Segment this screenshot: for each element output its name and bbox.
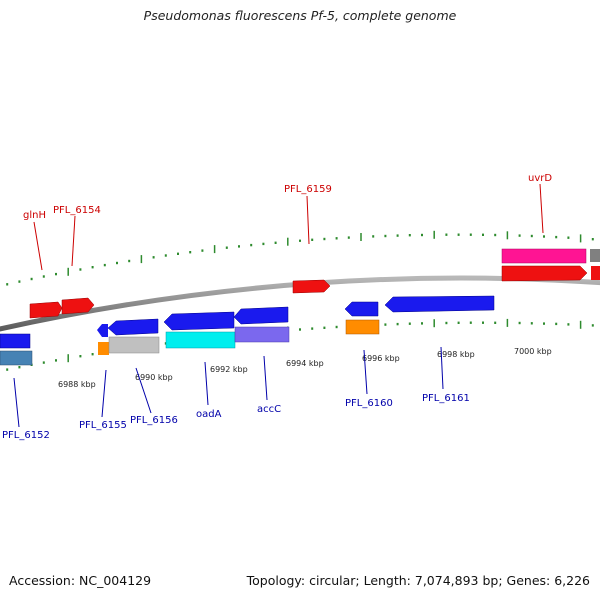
gene-PFL_6155[interactable] bbox=[107, 318, 159, 336]
gene-silver[interactable] bbox=[108, 336, 160, 354]
gene-PFL_6159[interactable] bbox=[292, 279, 331, 294]
label-PFL_6155[interactable]: PFL_6155 bbox=[79, 420, 127, 431]
label-PFL_6159[interactable]: PFL_6159 bbox=[284, 184, 332, 195]
leader-uvrD bbox=[539, 183, 544, 234]
gene-PFL_6161[interactable] bbox=[384, 295, 495, 313]
leader-PFL_6159 bbox=[306, 195, 310, 245]
gene-forward-red-1[interactable] bbox=[501, 265, 588, 282]
axis-label-6998: 6998 kbp bbox=[437, 350, 475, 359]
reverse-strand-features bbox=[0, 295, 495, 366]
axis-label-6988: 6988 kbp bbox=[58, 380, 96, 389]
leader-PFL_6160 bbox=[363, 349, 368, 395]
label-PFL_6156[interactable]: PFL_6156 bbox=[130, 415, 178, 426]
gene-orange-1[interactable] bbox=[98, 342, 109, 355]
forward-tick-row bbox=[6, 230, 594, 286]
axis-label-6990: 6990 kbp bbox=[135, 373, 173, 382]
gene-small-reverse[interactable] bbox=[97, 324, 108, 337]
gene-PFL_6152[interactable] bbox=[0, 333, 31, 349]
gene-orange-2[interactable] bbox=[345, 319, 380, 335]
gene-oadA[interactable] bbox=[163, 311, 235, 331]
leader-oadA bbox=[204, 361, 209, 406]
gene-forward-red-2[interactable] bbox=[591, 266, 600, 280]
gene-uvrD[interactable] bbox=[501, 248, 587, 264]
gene-cyan[interactable] bbox=[165, 331, 236, 349]
gene-glnH[interactable] bbox=[29, 301, 63, 319]
label-PFL_6154[interactable]: PFL_6154 bbox=[53, 205, 101, 216]
accession-text: Accession: NC_004129 bbox=[9, 573, 152, 588]
label-accC[interactable]: accC bbox=[257, 404, 281, 415]
axis-label-6992: 6992 kbp bbox=[210, 365, 248, 374]
axis-label-group: 6988 kbp 6990 kbp 6992 kbp 6994 kbp 6996… bbox=[58, 347, 552, 389]
forward-gene-labels: glnH PFL_6154 PFL_6159 uvrD bbox=[23, 173, 552, 271]
leader-PFL_6155 bbox=[101, 369, 107, 418]
gene-slateblue[interactable] bbox=[234, 326, 290, 343]
reverse-gene-labels: PFL_6152 PFL_6155 PFL_6156 oadA accC PFL… bbox=[2, 346, 470, 441]
label-PFL_6160[interactable]: PFL_6160 bbox=[345, 398, 393, 409]
gene-PFL_6154[interactable] bbox=[61, 297, 95, 315]
leader-PFL_6156 bbox=[135, 367, 152, 414]
map-title: Pseudomonas fluorescens Pf-5, complete g… bbox=[143, 8, 457, 23]
gene-PFL_6160[interactable] bbox=[344, 301, 379, 317]
leader-PFL_6152 bbox=[13, 377, 20, 428]
topology-text: Topology: circular; Length: 7,074,893 bp… bbox=[246, 573, 590, 588]
leader-PFL_6154 bbox=[71, 215, 76, 267]
axis-label-7000: 7000 kbp bbox=[514, 347, 552, 356]
axis-label-6994: 6994 kbp bbox=[286, 359, 324, 368]
leader-glnH bbox=[33, 221, 43, 271]
gene-forward-grey[interactable] bbox=[590, 249, 600, 262]
label-uvrD[interactable]: uvrD bbox=[528, 173, 552, 184]
gene-PFL_6152-b[interactable] bbox=[0, 350, 33, 366]
label-PFL_6161[interactable]: PFL_6161 bbox=[422, 393, 470, 404]
label-glnH[interactable]: glnH bbox=[23, 210, 46, 221]
axis-label-6996: 6996 kbp bbox=[362, 354, 400, 363]
leader-accC bbox=[263, 355, 268, 401]
label-oadA[interactable]: oadA bbox=[196, 409, 222, 420]
gene-accC[interactable] bbox=[233, 306, 289, 325]
leader-PFL_6161 bbox=[440, 346, 444, 390]
label-PFL_6152[interactable]: PFL_6152 bbox=[2, 430, 50, 441]
forward-strand-features bbox=[29, 248, 600, 319]
